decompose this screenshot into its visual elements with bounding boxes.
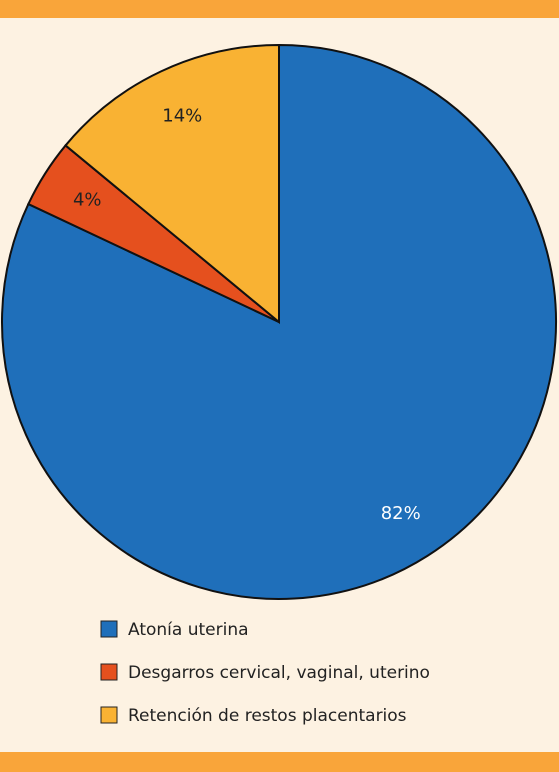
bottom-band — [0, 752, 559, 772]
slice-label: 82% — [381, 503, 421, 524]
legend-label: Desgarros cervical, vaginal, uterino — [128, 663, 430, 683]
legend: Atonía uterina Desgarros cervical, vagina… — [100, 620, 430, 726]
legend-swatch — [100, 663, 118, 681]
slice-label: 4% — [73, 189, 102, 210]
legend-label: Retención de restos placentarios — [128, 706, 407, 726]
legend-swatch — [100, 620, 118, 638]
legend-swatch — [100, 706, 118, 724]
pie-slice — [64, 43, 280, 325]
legend-label: Atonía uterina — [128, 620, 249, 640]
top-band — [0, 0, 559, 18]
slice-label: 14% — [162, 105, 202, 126]
pie: 82% 4% 14% — [1, 43, 557, 600]
